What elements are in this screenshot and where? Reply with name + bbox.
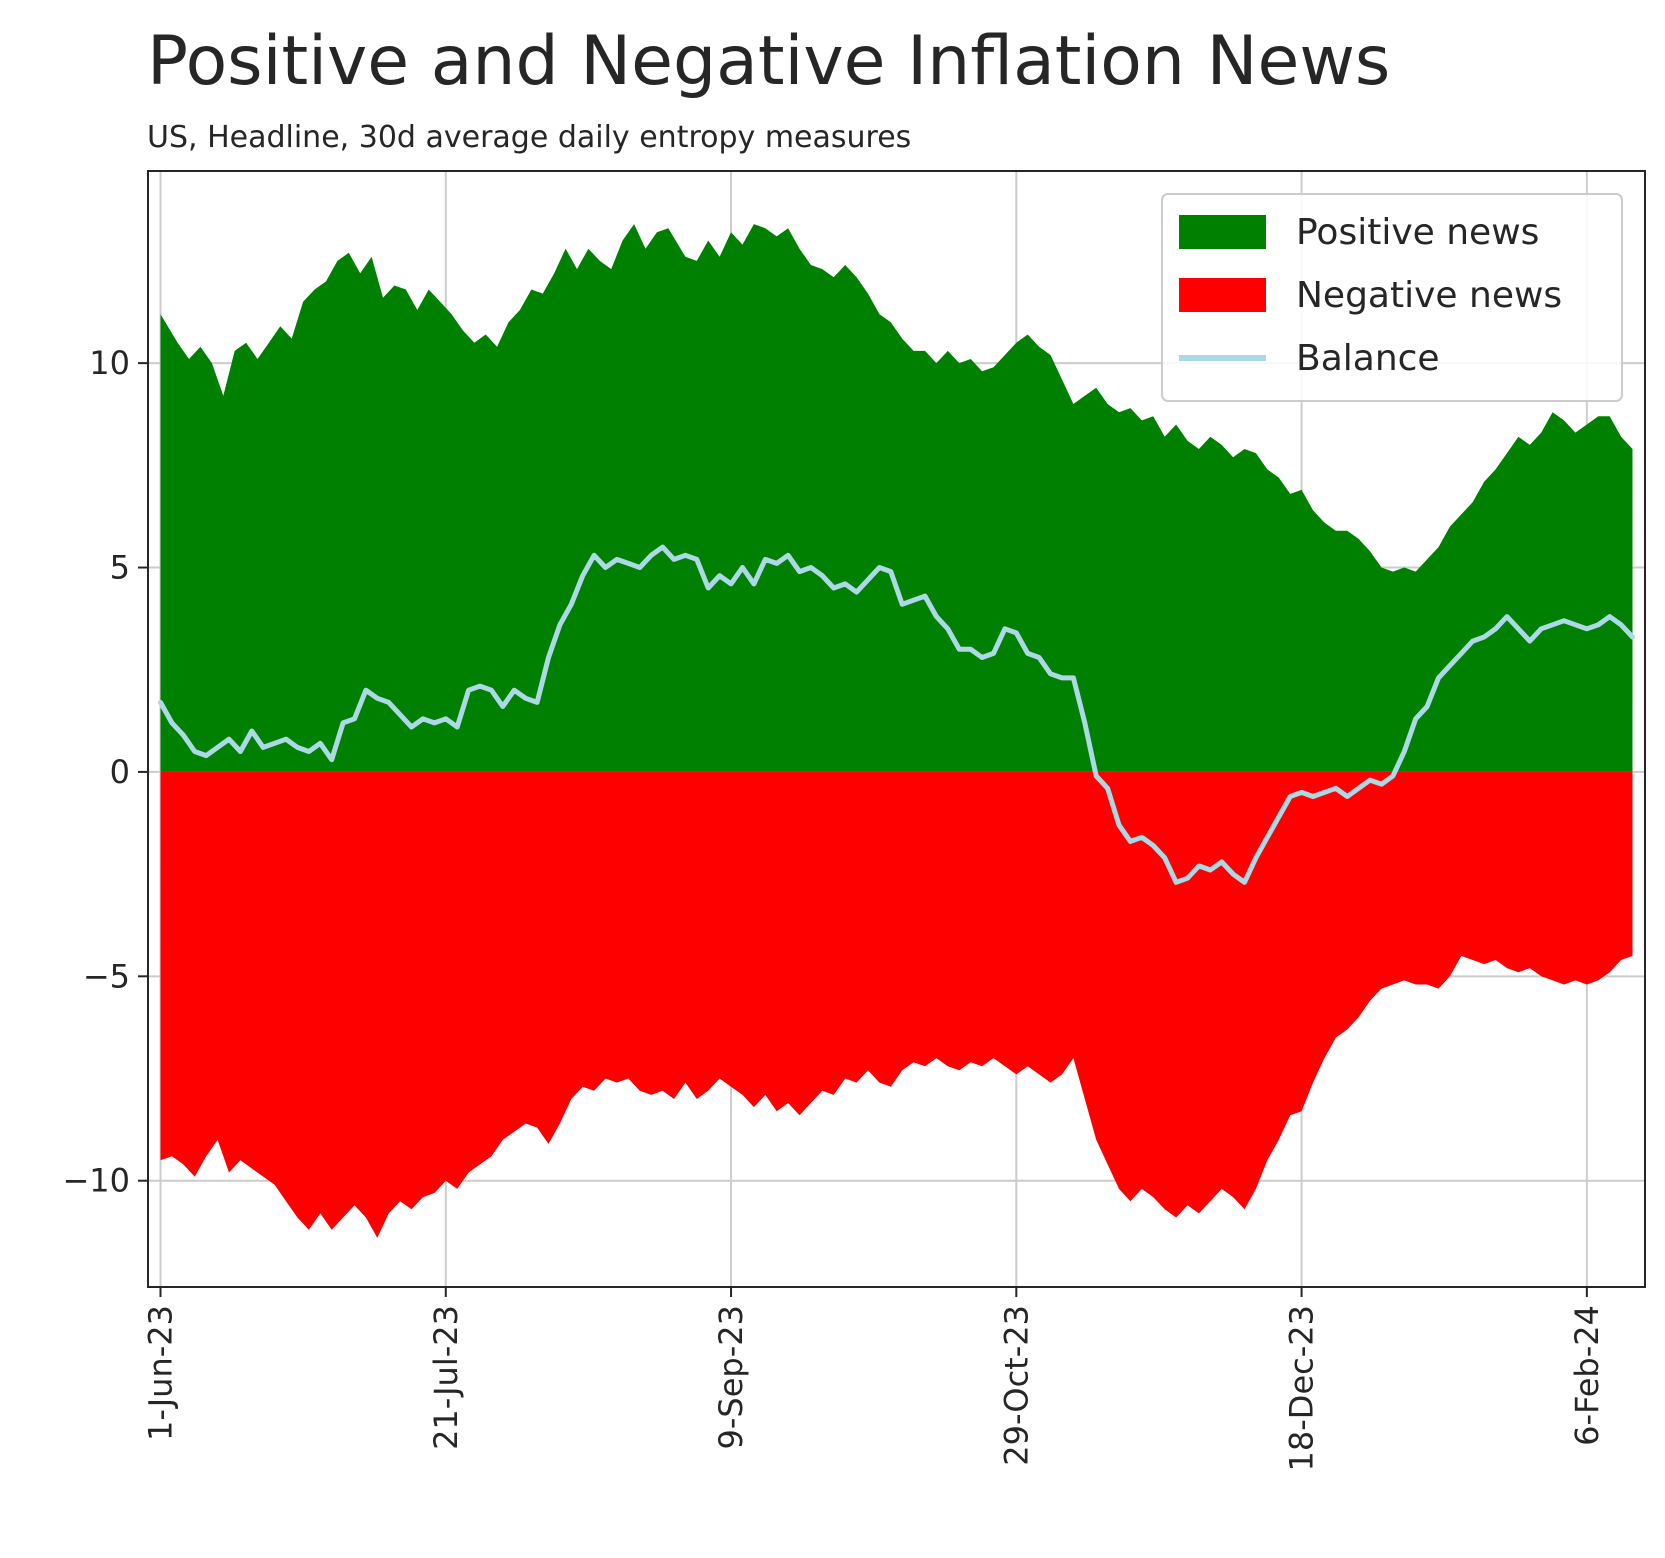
chart-subtitle: US, Headline, 30d average daily entropy … <box>147 120 912 155</box>
y-tick-label: 0 <box>110 753 130 791</box>
legend-swatch-positive-news <box>1179 215 1266 249</box>
legend-label-positive-news: Positive news <box>1296 212 1539 253</box>
legend-swatch-negative-news <box>1179 278 1266 312</box>
x-tick-label: 29-Oct-23 <box>997 1305 1035 1466</box>
area-positive-news <box>160 224 1633 772</box>
x-tick-label: 6-Feb-24 <box>1568 1305 1606 1446</box>
chart-title: Positive and Negative Inflation News <box>147 22 1391 101</box>
axes-frame <box>147 170 1646 1288</box>
y-tick-label: −10 <box>62 1162 130 1200</box>
legend: Positive news Negative news Balance <box>1161 193 1623 402</box>
x-tick-label: 1-Jun-23 <box>142 1305 180 1441</box>
area-negative-news <box>160 771 1633 1238</box>
legend-label-negative-news: Negative news <box>1296 275 1562 316</box>
y-tick-label: 10 <box>89 344 130 382</box>
x-tick-label: 18-Dec-23 <box>1283 1305 1321 1471</box>
legend-label-balance: Balance <box>1296 338 1440 379</box>
line-balance <box>158 544 1635 885</box>
legend-box <box>1161 193 1623 402</box>
series-group <box>158 224 1635 1238</box>
x-tick-label: 9-Sep-23 <box>712 1305 750 1449</box>
y-tick-label: −5 <box>83 957 130 995</box>
y-tick-label: 5 <box>110 549 130 587</box>
x-tick-label: 21-Jul-23 <box>427 1305 465 1450</box>
ticks: 10 5 0 −5 −10 1-Jun-23 21-Jul-23 9-Sep-23 29-Oct… <box>62 344 1605 1471</box>
